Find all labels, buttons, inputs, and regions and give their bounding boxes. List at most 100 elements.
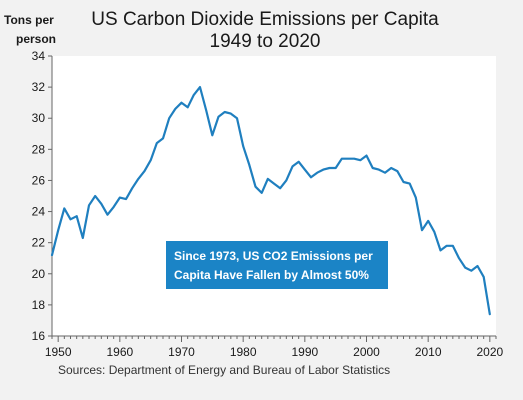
y-tick-label: 16 <box>32 329 46 343</box>
data-point <box>223 111 225 113</box>
data-point <box>427 220 429 222</box>
data-point <box>458 257 460 259</box>
data-point <box>452 245 454 247</box>
data-point <box>378 168 380 170</box>
data-point <box>341 157 343 159</box>
chart-title: US Carbon Dioxide Emissions per Capita <box>91 9 439 30</box>
data-point <box>322 168 324 170</box>
series-line <box>50 85 491 316</box>
data-point <box>57 229 59 231</box>
data-point <box>119 196 121 198</box>
data-point <box>365 154 367 156</box>
data-point <box>131 187 133 189</box>
data-point <box>396 170 398 172</box>
data-point <box>112 206 114 208</box>
data-point <box>69 218 71 220</box>
data-point <box>162 137 164 139</box>
x-tick-label: 1960 <box>106 345 133 359</box>
x-tick-label: 1980 <box>230 345 257 359</box>
annotation-box <box>166 241 388 289</box>
data-point <box>143 170 145 172</box>
data-point <box>285 179 287 181</box>
data-point <box>328 167 330 169</box>
source-note: Sources: Department of Energy and Bureau… <box>58 363 390 377</box>
data-point <box>242 145 244 147</box>
data-point <box>236 117 238 119</box>
annotation-line-1: Since 1973, US CO2 Emissions per <box>174 249 373 263</box>
chart-subtitle: 1949 to 2020 <box>210 31 321 52</box>
data-point <box>359 159 361 161</box>
data-point <box>476 265 478 267</box>
data-point <box>402 181 404 183</box>
data-point <box>125 198 127 200</box>
data-point <box>482 276 484 278</box>
data-point <box>137 178 139 180</box>
y-ticks-group: 16 18 20 22 24 26 28 30 32 34 <box>32 49 52 343</box>
data-point <box>211 134 213 136</box>
y-tick-label: 22 <box>32 236 46 250</box>
data-point <box>279 187 281 189</box>
data-point <box>267 178 269 180</box>
data-point <box>445 245 447 247</box>
data-point <box>156 142 158 144</box>
data-point <box>390 167 392 169</box>
y-tick-label: 26 <box>32 173 46 187</box>
data-point <box>371 167 373 169</box>
data-point <box>82 237 84 239</box>
y-tick-label: 18 <box>32 298 46 312</box>
data-point <box>193 94 195 96</box>
y-tick-label: 32 <box>32 80 46 94</box>
data-point <box>464 266 466 268</box>
annotation-line-2: Capita Have Fallen by Almost 50% <box>174 268 369 282</box>
y-tick-label: 30 <box>32 111 46 125</box>
data-point <box>260 192 262 194</box>
x-tick-label: 2000 <box>353 345 380 359</box>
data-point <box>489 313 491 315</box>
data-point <box>470 269 472 271</box>
y-tick-label: 24 <box>32 205 46 219</box>
data-point <box>217 115 219 117</box>
y-tick-label: 28 <box>32 142 46 156</box>
x-tick-label: 1970 <box>168 345 195 359</box>
data-point <box>94 195 96 197</box>
data-point <box>347 157 349 159</box>
data-point <box>254 185 256 187</box>
data-point <box>248 164 250 166</box>
data-point <box>353 157 355 159</box>
data-point <box>439 249 441 251</box>
data-point <box>297 161 299 163</box>
data-point <box>316 171 318 173</box>
series-layer <box>50 85 491 316</box>
data-point <box>186 106 188 108</box>
data-point <box>100 203 102 205</box>
data-point <box>421 229 423 231</box>
x-ticks-group: 1950 1960 1970 1980 1990 2000 2010 2020 <box>45 336 504 359</box>
data-point <box>291 165 293 167</box>
data-point <box>168 117 170 119</box>
data-point <box>310 176 312 178</box>
data-point <box>199 86 201 88</box>
x-tick-label: 1990 <box>291 345 318 359</box>
x-tick-label: 1950 <box>45 345 72 359</box>
y-tick-label: 20 <box>32 267 46 281</box>
plot-area <box>52 56 496 336</box>
data-point <box>334 167 336 169</box>
data-point <box>273 182 275 184</box>
x-tick-label: 2010 <box>415 345 442 359</box>
data-point <box>230 112 232 114</box>
x-tick-label: 2020 <box>476 345 503 359</box>
data-point <box>408 182 410 184</box>
data-point <box>88 204 90 206</box>
data-point <box>149 159 151 161</box>
data-point <box>63 207 65 209</box>
data-point <box>384 171 386 173</box>
data-point <box>106 213 108 215</box>
data-point <box>75 215 77 217</box>
data-point <box>51 254 53 256</box>
data-point <box>205 109 207 111</box>
data-point <box>415 196 417 198</box>
data-point <box>433 231 435 233</box>
y-tick-label: 34 <box>32 49 46 63</box>
